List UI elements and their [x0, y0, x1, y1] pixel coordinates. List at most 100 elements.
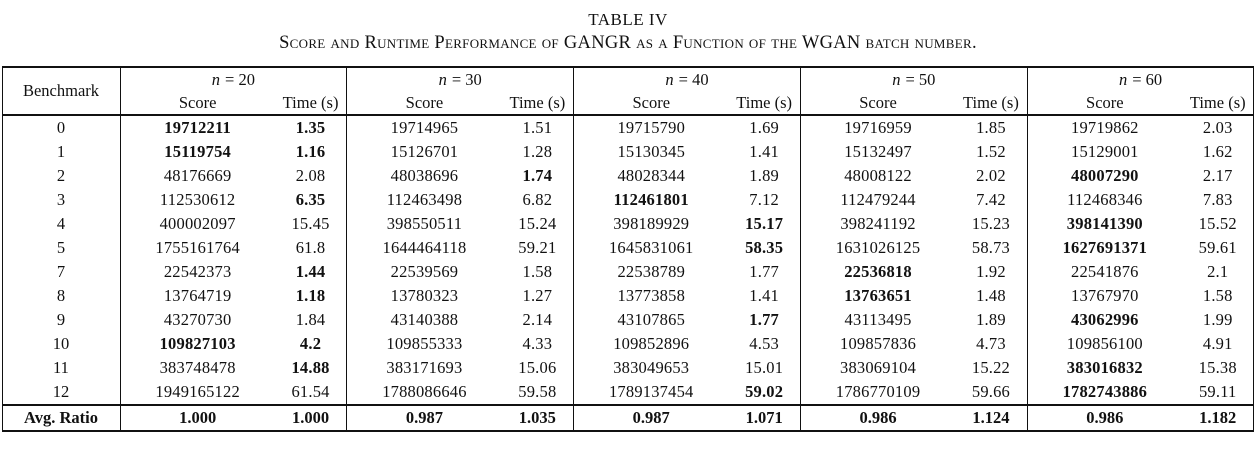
- score-cell: 1.000: [179, 408, 217, 428]
- time-cell: 1.89: [955, 308, 1028, 333]
- time-cell: 59.21: [501, 236, 575, 261]
- score-cell: 383049653: [613, 358, 690, 378]
- time-cell: 1.41: [728, 284, 801, 309]
- table-row: 5 1755161764 61.8 1644464118 59.21 1645831061…: [2, 236, 1254, 261]
- time-subheader: Time (s): [274, 91, 348, 116]
- time-cell: 1.69: [728, 115, 801, 141]
- table-row: 3 112530612 6.35 112463498 6.82 112461801 7.12…: [2, 188, 1254, 213]
- score-cell: 15119754: [164, 142, 231, 162]
- time-cell: 1.77: [728, 260, 801, 285]
- score-cell: 112468346: [1067, 190, 1143, 210]
- score-subheader: Score: [1086, 93, 1124, 113]
- score-cell: 43140388: [390, 310, 459, 330]
- score-cell: 1645831061: [608, 238, 694, 258]
- results-table: Benchmark n = 20 n = 30 n = 40 n = 50 n = 60 …: [1, 66, 1255, 433]
- score-cell: 19712211: [164, 118, 231, 138]
- math-var-n: n: [438, 70, 447, 90]
- score-cell: 22539569: [390, 262, 459, 282]
- time-cell: 59.58: [501, 380, 575, 406]
- time-cell: 58.73: [955, 236, 1028, 261]
- time-cell: 6.35: [274, 188, 348, 213]
- avg-ratio-label: Avg. Ratio: [2, 405, 121, 432]
- table-number: TABLE IV: [588, 10, 668, 29]
- score-cell: 15132497: [844, 142, 912, 162]
- time-cell: 1.51: [501, 115, 575, 141]
- time-cell: 59.61: [1198, 238, 1237, 258]
- score-cell: 383748478: [159, 358, 236, 378]
- benchmark-cell: 11: [2, 356, 121, 381]
- time-cell: 15.17: [728, 212, 801, 237]
- score-cell: 13763651: [844, 286, 912, 306]
- benchmark-cell: 8: [2, 284, 121, 309]
- score-cell: 0.987: [632, 408, 670, 428]
- score-cell: 13767970: [1071, 286, 1139, 306]
- group-header-n30: n = 30: [346, 67, 575, 92]
- score-cell: 13764719: [163, 286, 232, 306]
- benchmark-cell: 9: [2, 308, 121, 333]
- score-cell: 109852896: [613, 334, 690, 354]
- table-row: 2 48176669 2.08 48038696 1.74 48028344 1.89 480…: [2, 164, 1254, 189]
- score-cell: 109856100: [1066, 334, 1143, 354]
- time-cell: 7.12: [728, 188, 801, 213]
- time-cell: 14.88: [274, 356, 348, 381]
- score-cell: 112461801: [613, 190, 689, 210]
- benchmark-cell: 3: [2, 188, 121, 213]
- time-cell: 7.42: [955, 188, 1028, 213]
- time-cell: 15.01: [728, 356, 801, 381]
- benchmark-cell: 0: [2, 115, 121, 141]
- score-cell: 400002097: [159, 214, 236, 234]
- table-row: 12 1949165122 61.54 1788086646 59.58 17891374…: [2, 380, 1254, 406]
- score-cell: 109857836: [840, 334, 917, 354]
- score-cell: 112463498: [386, 190, 463, 210]
- score-subheader: Score: [178, 93, 217, 113]
- score-cell: 1631026125: [835, 238, 921, 258]
- score-cell: 19714965: [390, 118, 459, 138]
- group-header-n20: n = 20: [120, 67, 348, 92]
- score-cell: 13780323: [390, 286, 459, 306]
- benchmark-header: Benchmark: [2, 67, 121, 116]
- score-cell: 22538789: [617, 262, 686, 282]
- score-cell: 43062996: [1071, 310, 1139, 330]
- score-cell: 1627691371: [1062, 238, 1148, 258]
- score-cell: 1755161764: [155, 238, 240, 258]
- score-cell: 0.986: [1086, 408, 1124, 428]
- math-var-n: n: [892, 70, 901, 90]
- score-cell: 43270730: [163, 310, 232, 330]
- time-cell: 1.74: [501, 164, 575, 189]
- time-cell: 2.02: [955, 164, 1028, 189]
- time-cell: 1.071: [728, 405, 801, 432]
- score-cell: 398141390: [1066, 214, 1143, 234]
- table-body: 0 19712211 1.35 19714965 1.51 19715790 1.69 197…: [2, 115, 1254, 406]
- time-cell: 59.11: [1198, 382, 1237, 402]
- group-header-n50: n = 50: [800, 67, 1028, 92]
- time-cell: 1.16: [274, 140, 348, 165]
- score-cell: 1789137454: [608, 382, 694, 402]
- table-caption: TABLE IV Score and Runtime Performance o…: [0, 9, 1256, 55]
- time-cell: 1.58: [501, 260, 575, 285]
- time-cell: 15.22: [955, 356, 1028, 381]
- benchmark-cell: 7: [2, 260, 121, 285]
- time-cell: 59.66: [955, 380, 1028, 406]
- score-cell: 19716959: [844, 118, 912, 138]
- time-cell: 1.44: [274, 260, 348, 285]
- score-cell: 15130345: [617, 142, 686, 162]
- math-var-n: n: [665, 70, 674, 90]
- score-cell: 383171693: [386, 358, 463, 378]
- score-cell: 1786770109: [835, 382, 921, 402]
- time-cell: 15.24: [501, 212, 575, 237]
- score-cell: 383016832: [1066, 358, 1143, 378]
- benchmark-cell: 5: [2, 236, 121, 261]
- score-cell: 19715790: [617, 118, 686, 138]
- time-cell: 15.23: [955, 212, 1028, 237]
- score-cell: 48028344: [617, 166, 686, 186]
- score-cell: 109855333: [386, 334, 463, 354]
- table-row: 11 383748478 14.88 383171693 15.06 383049653 1…: [2, 356, 1254, 381]
- benchmark-cell: 12: [2, 380, 121, 406]
- group-header-n60: n = 60: [1118, 70, 1163, 90]
- score-cell: 398241192: [840, 214, 916, 234]
- time-cell: 1.27: [501, 284, 575, 309]
- time-cell: 58.35: [728, 236, 801, 261]
- avg-ratio-row: Avg. Ratio 1.000 1.000 0.987 1.035 0.987 1.07…: [2, 405, 1254, 432]
- table-row: 1 15119754 1.16 15126701 1.28 15130345 1.41 151…: [2, 140, 1254, 165]
